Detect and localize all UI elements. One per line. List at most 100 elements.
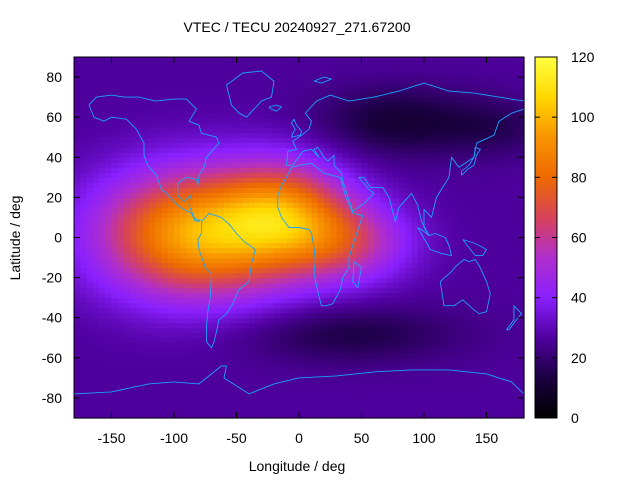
heatmap-cell [455, 282, 463, 289]
heatmap-cell [505, 322, 513, 329]
heatmap-cell [261, 342, 269, 349]
heatmap-cell [192, 287, 200, 294]
heatmap-cell [305, 352, 313, 359]
heatmap-cell [380, 172, 388, 178]
heatmap-cell [230, 197, 238, 203]
heatmap-cell [174, 282, 181, 289]
heatmap-cell [274, 92, 281, 98]
heatmap-cell [186, 87, 194, 93]
heatmap-cell [255, 132, 263, 138]
heatmap-cell [380, 97, 388, 103]
heatmap-cell [399, 237, 406, 244]
heatmap-cell [424, 147, 431, 153]
heatmap-cell [161, 207, 169, 214]
heatmap-cell [467, 337, 475, 344]
heatmap-cell [511, 387, 519, 394]
heatmap-cell [436, 237, 444, 244]
heatmap-cell [455, 107, 463, 113]
heatmap-cell [249, 87, 256, 93]
heatmap-cell [142, 402, 150, 409]
heatmap-cell [292, 382, 300, 389]
heatmap-cell [374, 222, 381, 229]
heatmap-cell [299, 177, 306, 183]
heatmap-cell [467, 212, 475, 219]
heatmap-cell [436, 227, 444, 234]
heatmap-cell [292, 232, 300, 239]
heatmap-cell [511, 312, 519, 319]
heatmap-cell [386, 312, 394, 319]
heatmap-cell [217, 72, 225, 78]
heatmap-cell [467, 102, 475, 108]
heatmap-cell [336, 307, 344, 314]
heatmap-cell [292, 137, 300, 143]
heatmap-cell [467, 227, 475, 234]
heatmap-cell [192, 312, 200, 319]
heatmap-cell [411, 152, 419, 158]
heatmap-cell [374, 352, 381, 359]
heatmap-cell [330, 347, 338, 354]
heatmap-cell [467, 382, 475, 389]
heatmap-cell [492, 302, 500, 309]
heatmap-cell [242, 382, 250, 389]
heatmap-cell [124, 307, 131, 314]
heatmap-cell [349, 157, 356, 163]
heatmap-cell [242, 287, 250, 294]
heatmap-cell [386, 277, 394, 284]
heatmap-cell [92, 177, 100, 183]
heatmap-cell [174, 142, 181, 148]
heatmap-cell [342, 252, 350, 259]
heatmap-cell [486, 327, 494, 334]
heatmap-cell [330, 327, 338, 334]
heatmap-cell [274, 397, 281, 404]
heatmap-cell [86, 262, 94, 269]
heatmap-cell [124, 352, 131, 359]
heatmap-cell [92, 222, 100, 229]
heatmap-cell [192, 242, 200, 249]
heatmap-cell [474, 282, 481, 289]
heatmap-cell [274, 102, 281, 108]
heatmap-cell [130, 337, 138, 344]
heatmap-cell [261, 187, 269, 193]
heatmap-cell [349, 357, 356, 364]
heatmap-cell [192, 202, 200, 209]
heatmap-cell [217, 337, 225, 344]
heatmap-cell [411, 192, 419, 198]
heatmap-cell [317, 307, 325, 314]
heatmap-cell [374, 272, 381, 279]
heatmap-cell [386, 272, 394, 279]
heatmap-cell [305, 157, 313, 163]
heatmap-cell [249, 117, 256, 123]
heatmap-cell [192, 387, 200, 394]
heatmap-cell [130, 192, 138, 198]
heatmap-cell [517, 237, 525, 244]
heatmap-cell [111, 142, 119, 148]
heatmap-cell [111, 222, 119, 229]
heatmap-cell [174, 397, 181, 404]
heatmap-cell [449, 182, 456, 188]
heatmap-cell [486, 132, 494, 138]
heatmap-cell [205, 197, 213, 203]
heatmap-cell [136, 237, 144, 244]
heatmap-cell [80, 162, 88, 168]
heatmap-cell [255, 237, 263, 244]
heatmap-cell [136, 377, 144, 384]
heatmap-cell [230, 387, 238, 394]
heatmap-cell [430, 397, 438, 404]
heatmap-cell [174, 152, 181, 158]
heatmap-cell [174, 332, 181, 339]
heatmap-cell [317, 317, 325, 324]
heatmap-cell [511, 227, 519, 234]
heatmap-cell [317, 322, 325, 329]
heatmap-cell [274, 332, 281, 339]
heatmap-cell [311, 367, 319, 374]
heatmap-cell [311, 382, 319, 389]
heatmap-cell [317, 222, 325, 229]
heatmap-cell [255, 77, 263, 83]
heatmap-cell [199, 112, 206, 118]
heatmap-cell [436, 307, 444, 314]
heatmap-cell [286, 82, 294, 88]
heatmap-cell [74, 282, 81, 289]
heatmap-cell [192, 122, 200, 128]
heatmap-cell [299, 232, 306, 239]
heatmap-cell [217, 277, 225, 284]
